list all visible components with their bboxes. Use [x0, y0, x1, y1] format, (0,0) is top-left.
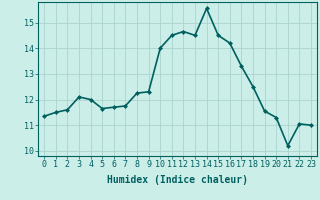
X-axis label: Humidex (Indice chaleur): Humidex (Indice chaleur) [107, 175, 248, 185]
